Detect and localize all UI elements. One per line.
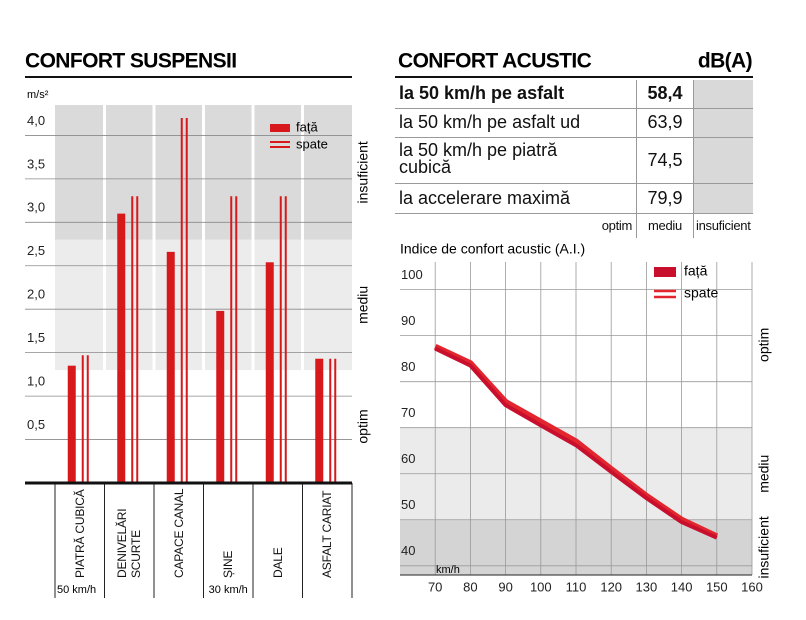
x-tick-text: PIATRĂ CUBICĂ	[72, 489, 87, 578]
y-tick-label: 70	[401, 405, 415, 420]
y-tick-label: 60	[401, 451, 415, 466]
row-label: la 50 km/h pe asfalt ud	[395, 108, 637, 138]
y-tick-label: 100	[401, 267, 423, 282]
row-value: 58,4	[636, 80, 694, 109]
legend-swatch	[270, 124, 290, 132]
legend-label: față	[296, 119, 318, 134]
cell	[693, 80, 753, 109]
bar	[131, 196, 139, 483]
x-tick-label: 100	[530, 579, 552, 594]
column-label: insuficient	[693, 213, 753, 238]
y-tick-label: 3,5	[27, 156, 45, 171]
bar	[180, 118, 188, 483]
x-tick-label: 120	[600, 579, 622, 594]
zone-label: mediu	[355, 286, 371, 324]
bar	[67, 365, 76, 483]
bar	[315, 358, 324, 483]
legend-swatch	[270, 141, 290, 148]
zone-label: insuficient	[355, 141, 371, 203]
x-tick-text: ASFALT CARIAT	[320, 490, 335, 578]
y-tick-label: 40	[401, 543, 415, 558]
chart-title: Indice de confort acustic (A.I.)	[400, 241, 585, 257]
legend-swatch	[654, 289, 676, 299]
chart-title: CONFORT SUSPENSII	[25, 50, 237, 73]
zone-label: mediu	[756, 455, 772, 493]
speed-label: 50 km/h	[57, 584, 96, 596]
y-tick-label: 2,5	[27, 243, 45, 258]
bar	[230, 196, 238, 483]
y-tick-label: 90	[401, 313, 415, 328]
legend-label: spate	[296, 136, 328, 151]
x-tick-label: 70	[428, 579, 442, 594]
row-value: 63,9	[636, 108, 694, 138]
bar	[81, 355, 89, 483]
y-tick-label: 0,5	[27, 417, 45, 432]
zone-label: optim	[355, 409, 371, 443]
y-tick-label: 4,0	[27, 113, 45, 128]
bar	[329, 358, 337, 483]
legend-label: față	[684, 263, 708, 279]
x-tick-label: 80	[463, 579, 477, 594]
column-label: optim	[601, 218, 633, 233]
acoustic-table: la 50 km/h pe asfalt 58,4 la 50 km/h pe a…	[395, 80, 753, 238]
row-label: la accelerare maximă	[395, 183, 637, 214]
zone-label: optim	[756, 328, 772, 362]
table-unit: dB(A)	[698, 50, 752, 73]
cell	[693, 183, 753, 214]
y-tick-label: 1,5	[27, 330, 45, 345]
x-tick-text: DALE	[270, 547, 285, 578]
y-tick-label: 2,0	[27, 287, 45, 302]
cell	[693, 137, 753, 184]
row-label: la 50 km/h pe piatră cubică	[395, 137, 637, 184]
cell	[693, 108, 753, 138]
y-tick-label: 50	[401, 497, 415, 512]
x-tick-label: ASFALT CARIAT	[312, 488, 342, 578]
row-value: 74,5	[636, 137, 694, 184]
row-value: 79,9	[636, 183, 694, 214]
bar	[117, 213, 126, 483]
line	[434, 346, 718, 540]
x-tick-label: DENIVELĂRI SCURTE	[114, 488, 144, 578]
x-tick-label: ȘINE	[213, 488, 243, 578]
x-tick-label: PIATRĂ CUBICĂ	[65, 488, 95, 578]
bar	[265, 262, 274, 483]
x-tick-label: 150	[706, 579, 728, 594]
x-tick-text: CAPACE CANAL	[171, 488, 186, 578]
x-tick-label: CAPACE CANAL	[164, 488, 194, 578]
x-tick-label: 90	[498, 579, 512, 594]
x-tick-label: DALE	[263, 488, 293, 578]
x-tick-text: ȘINE	[221, 550, 236, 578]
speed-label: 30 km/h	[209, 584, 248, 596]
x-tick-label: 140	[671, 579, 693, 594]
x-tick-text: DENIVELĂRI SCURTE	[115, 508, 144, 578]
y-tick-label: 3,0	[27, 200, 45, 215]
row-label: la 50 km/h pe asfalt	[395, 80, 637, 109]
bar	[216, 310, 225, 483]
x-axis-label: km/h	[436, 564, 460, 576]
unit-label: m/s²	[27, 89, 49, 101]
zone-label: insuficient	[756, 516, 772, 578]
bar	[166, 251, 175, 483]
row-label-text: la 50 km/h pe piatră cubică	[399, 140, 558, 177]
legend-label: spate	[684, 285, 718, 301]
table-title: CONFORT ACUSTIC	[398, 50, 592, 73]
x-tick-label: 160	[741, 579, 763, 594]
column-label: mediu	[636, 213, 694, 238]
bar	[279, 196, 287, 483]
x-tick-label: 110	[566, 579, 587, 594]
x-tick-label: 130	[636, 579, 658, 594]
y-tick-label: 1,0	[27, 374, 45, 389]
legend-swatch	[654, 267, 676, 277]
y-tick-label: 80	[401, 359, 415, 374]
